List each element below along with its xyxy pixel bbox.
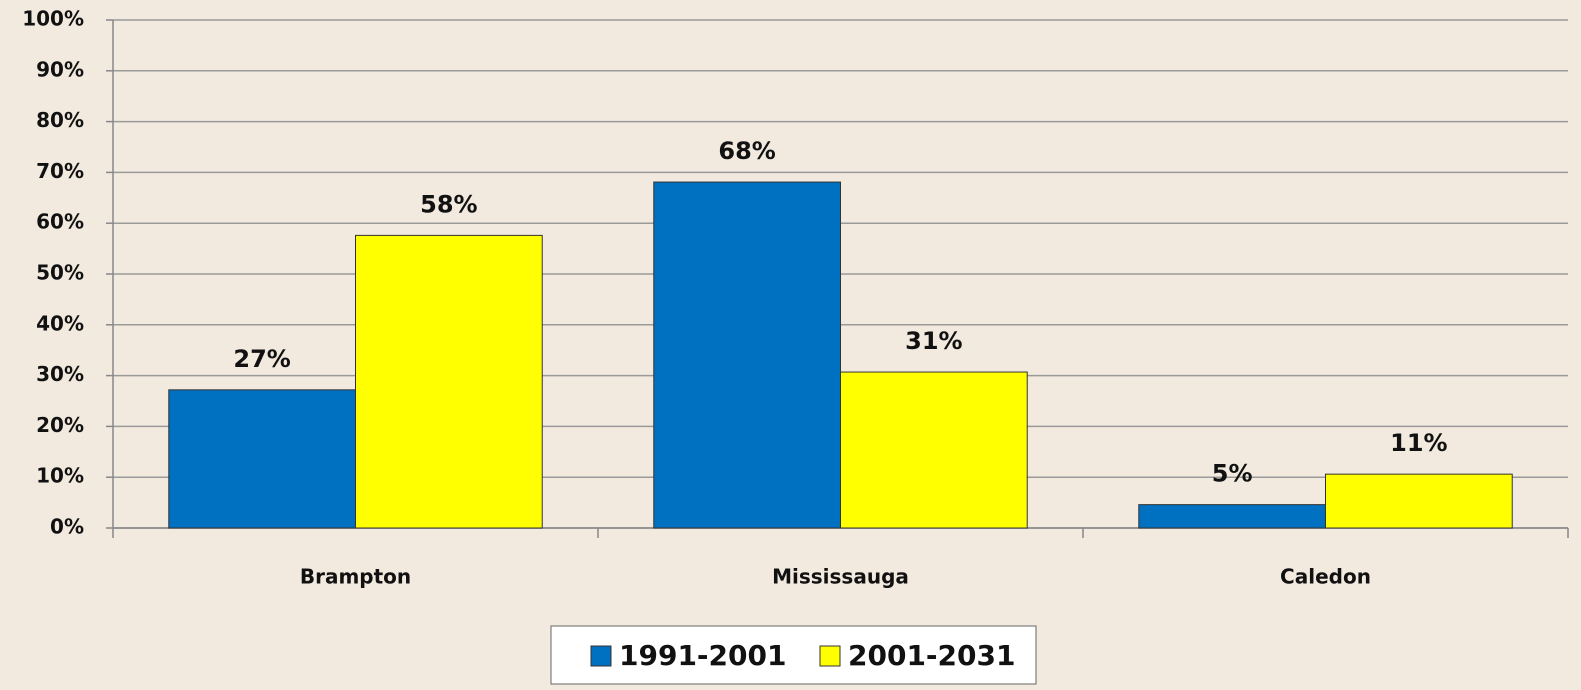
bar — [1325, 473, 1513, 529]
legend-swatch — [590, 645, 612, 667]
value-label: 5% — [1212, 460, 1253, 488]
bar — [653, 181, 842, 529]
value-label: 27% — [233, 345, 290, 373]
x-tick-label: Caledon — [1280, 565, 1371, 589]
y-tick-label: 10% — [36, 464, 84, 488]
bar — [840, 371, 1028, 529]
y-tick-label: 70% — [36, 159, 84, 183]
value-label: 11% — [1390, 429, 1447, 457]
legend-box — [550, 625, 1037, 685]
y-tick-label: 40% — [36, 311, 84, 335]
value-label: 68% — [718, 137, 775, 165]
x-tick-label: Brampton — [300, 565, 411, 589]
bar — [1138, 504, 1327, 529]
value-label: 31% — [905, 327, 962, 355]
y-tick-label: 30% — [36, 362, 84, 386]
y-tick-label: 60% — [36, 210, 84, 234]
y-tick-label: 20% — [36, 413, 84, 437]
legend-swatch — [819, 645, 841, 667]
legend-label: 1991-2001 — [619, 639, 786, 672]
x-tick-label: Mississauga — [772, 565, 909, 589]
y-tick-label: 80% — [36, 108, 84, 132]
bar — [355, 234, 543, 529]
y-tick-label: 0% — [50, 515, 84, 539]
y-tick-label: 90% — [36, 57, 84, 81]
legend-label: 2001-2031 — [848, 639, 1015, 672]
bar — [168, 389, 356, 529]
y-tick-label: 50% — [36, 261, 84, 285]
y-tick-label: 100% — [22, 7, 84, 31]
value-label: 58% — [420, 190, 477, 218]
